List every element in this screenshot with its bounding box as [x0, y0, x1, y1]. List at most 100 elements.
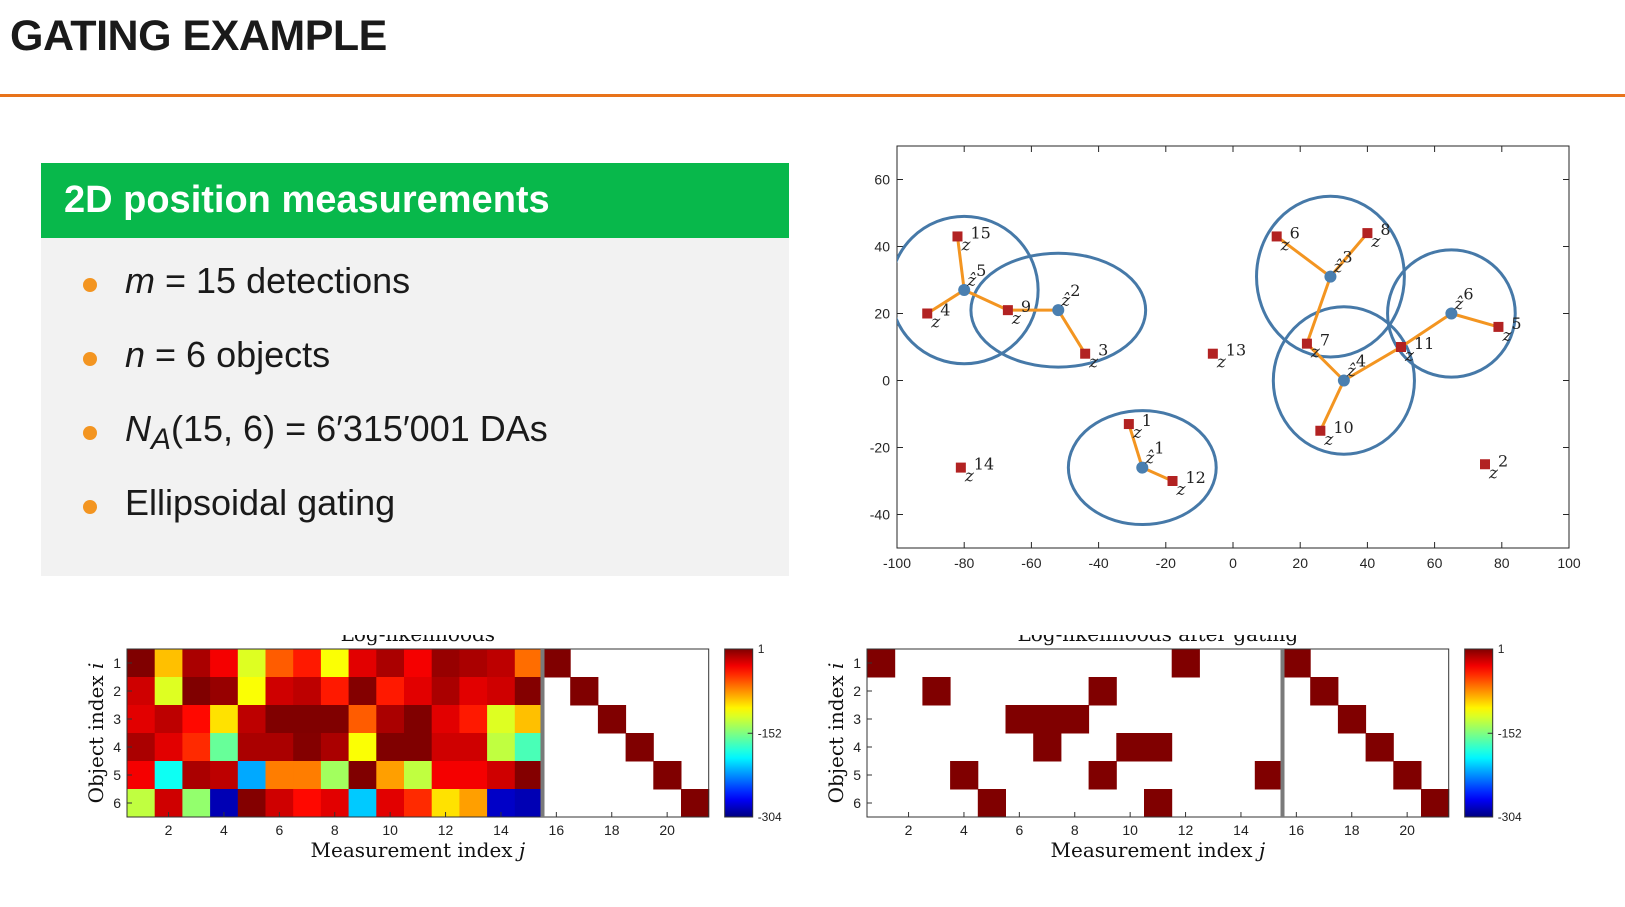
gate-ellipse: [1066, 409, 1218, 527]
measurement-marker: [952, 231, 963, 242]
heatmap-cell: [1005, 705, 1034, 734]
heatmap-cell: [1116, 733, 1145, 762]
x-tick-label: 4: [960, 822, 968, 838]
heatmap-cell: [182, 677, 211, 706]
measurement-marker: [1480, 459, 1490, 470]
heatmap-cell: [1365, 733, 1394, 762]
heatmap-cell: [154, 705, 183, 734]
gating-scatter-plot: -100 -80 -60 -40 -20 0 20 40 60 80 100 -40 -20 0 20 40 6…: [870, 145, 1581, 571]
x-tick-label: 4: [220, 822, 228, 838]
measurement-marker: [1123, 419, 1134, 430]
x-tick-label: 16: [549, 822, 565, 838]
x-tick-label: 6: [275, 822, 283, 838]
heatmap-cell: [514, 761, 543, 790]
heatmap-cell: [404, 789, 433, 818]
heatmap-cell: [1393, 761, 1422, 790]
heatmap-cell: [487, 649, 516, 678]
heatmap-cell: [293, 789, 322, 818]
heatmap-cell: [320, 677, 350, 706]
heatmap-cell: [376, 649, 405, 678]
heatmap-cell: [293, 677, 322, 706]
heatmap-cell: [182, 761, 211, 790]
bullet-dot-icon: [83, 352, 97, 366]
y-tick-label: 1: [113, 655, 121, 671]
heatmap-cell: [1310, 677, 1339, 706]
heatmap-cell: [514, 733, 543, 762]
heatmap-title: Log-likelihoods: [341, 635, 495, 646]
measurement-marker: [955, 462, 966, 473]
heatmap-cell: [237, 649, 266, 678]
heatmap-cell: [459, 649, 488, 678]
association-line: [1305, 276, 1332, 345]
bullet-text: NA(15, 6) = 6′315′001 DAs: [125, 408, 548, 457]
heatmap-cell: [1282, 649, 1311, 678]
x-tick-label: -100: [883, 555, 911, 571]
measurement-marker: [1207, 348, 1218, 359]
object-marker: [1324, 270, 1337, 283]
x-tick-label: 2: [165, 822, 173, 838]
measurement-marker: [1315, 425, 1326, 436]
y-tick-label: 6: [853, 795, 861, 811]
heatmap-cell: [431, 677, 460, 706]
association-line: [1305, 342, 1345, 382]
heatmap-cell: [1088, 761, 1117, 790]
y-tick-label: 0: [882, 373, 890, 389]
heatmap-cell: [154, 761, 183, 790]
heatmap-cell: [1088, 677, 1117, 706]
heatmap-cell: [210, 733, 239, 762]
heatmap-cell: [1033, 705, 1062, 734]
heatmap-cell: [237, 677, 266, 706]
heatmap-cell: [348, 761, 377, 790]
association-line: [1400, 312, 1453, 349]
heatmap-cell: [265, 649, 294, 678]
heatmap-cell: [293, 733, 322, 762]
heatmap-cell: [320, 705, 350, 734]
association-line: [1343, 345, 1402, 382]
colorbar-tick-label: -152: [1498, 726, 1522, 740]
x-tick-label: 6: [1015, 822, 1023, 838]
y-axis-label: Object index i: [824, 663, 848, 804]
heatmap-cell: [1060, 705, 1090, 734]
object-marker: [1052, 304, 1065, 317]
y-tick-label: 20: [874, 306, 890, 322]
association-line: [1450, 312, 1499, 329]
heatmap-cell: [320, 761, 350, 790]
object-marker: [1136, 461, 1149, 474]
heatmap-cell: [210, 761, 239, 790]
heatmap-cell: [376, 705, 405, 734]
heatmap-cell: [320, 649, 350, 678]
x-tick-label: 12: [438, 822, 454, 838]
heatmap-cell: [1421, 789, 1450, 818]
heatmap-cell: [514, 705, 543, 734]
heatmap-cell: [348, 677, 377, 706]
bullet-dot-icon: [83, 278, 97, 292]
heatmap-cell: [653, 761, 682, 790]
heatmap-cell: [459, 705, 488, 734]
heatmap-cell: [487, 761, 516, 790]
heatmap-cell: [1033, 733, 1062, 762]
colorbar-tick-label: -152: [758, 726, 782, 740]
heatmap-cell: [237, 789, 266, 818]
heatmap-cell: [597, 705, 627, 734]
measurement-marker: [1002, 305, 1013, 316]
x-tick-label: 10: [1122, 822, 1138, 838]
gate-ellipse: [969, 251, 1148, 369]
colorbar-tick-label: 1: [1498, 642, 1505, 656]
x-tick-label: -40: [1088, 555, 1108, 571]
heatmap-cell: [404, 705, 433, 734]
heatmap-cell: [922, 677, 951, 706]
heatmap-cell: [265, 761, 294, 790]
association-line: [1127, 423, 1144, 469]
heatmap-cell: [487, 677, 516, 706]
y-tick-label: 3: [853, 711, 861, 727]
heatmap-cell: [431, 733, 460, 762]
measurement-marker: [1301, 338, 1312, 349]
measurement-marker: [1396, 342, 1406, 352]
y-tick-label: 5: [113, 767, 121, 783]
gated-log-likelihood-heatmap: Log-likelihoods after gating246810121416…: [824, 635, 1522, 862]
heatmap-cell: [487, 705, 516, 734]
colorbar-tick-label: -304: [758, 810, 782, 824]
bullet-dot-icon: [83, 500, 97, 514]
association-line: [1275, 235, 1332, 278]
association-line: [955, 236, 966, 291]
